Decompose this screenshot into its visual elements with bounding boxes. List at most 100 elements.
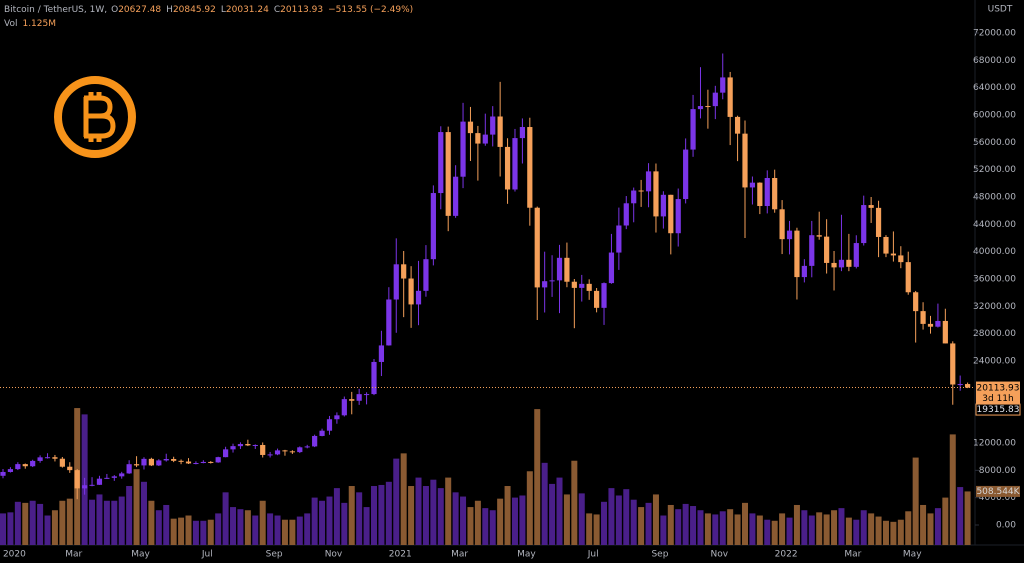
- volume-bar: [474, 500, 481, 545]
- candle-body: [52, 457, 58, 459]
- volume-bar: [823, 514, 830, 545]
- candle-body: [734, 116, 741, 134]
- candle-body: [519, 127, 525, 139]
- volume-bar: [742, 502, 748, 545]
- volume-bar: [875, 516, 882, 545]
- volume-bar: [29, 500, 36, 545]
- candle-body: [22, 464, 28, 467]
- candle-body: [965, 384, 971, 388]
- candle-body: [720, 77, 726, 93]
- volume-bar: [44, 515, 51, 545]
- candle-body: [898, 255, 904, 263]
- bitcoin-logo: [54, 76, 136, 158]
- x-tick-label: Sep: [651, 550, 668, 560]
- volume-bar: [341, 502, 348, 545]
- volume-bar: [764, 519, 771, 545]
- volume-bar: [333, 488, 340, 545]
- candle-body: [913, 292, 919, 312]
- volume-bar: [786, 517, 793, 545]
- volume-bar: [422, 486, 429, 545]
- volume-bar: [504, 486, 511, 545]
- y-tick-label: 12000.00: [973, 439, 1016, 449]
- volume-bar: [37, 503, 44, 545]
- candle-body: [245, 444, 251, 446]
- candle-body: [200, 461, 206, 464]
- candle-body: [96, 478, 103, 485]
- candle-body: [957, 384, 963, 386]
- candle-body: [608, 252, 615, 284]
- x-tick-label: Jul: [587, 550, 599, 560]
- candle-body: [178, 460, 184, 462]
- volume-bar: [727, 509, 734, 545]
- candle-body: [349, 399, 355, 401]
- volume-bar: [111, 500, 118, 545]
- candle-body: [890, 253, 896, 256]
- x-tick-label: 2020: [3, 550, 26, 560]
- volume-bar: [118, 496, 125, 545]
- volume-bar: [66, 498, 73, 545]
- candle-body: [861, 205, 867, 244]
- volume-bar: [59, 500, 66, 545]
- y-tick-label: 0.00: [996, 521, 1016, 531]
- volume-bar: [0, 513, 6, 545]
- ohlc-value: 20113.93: [280, 5, 323, 15]
- volume-bar: [690, 506, 697, 545]
- volume-bar: [311, 497, 318, 545]
- volume-bar: [378, 484, 385, 545]
- candle-body: [341, 399, 347, 416]
- candle-body: [326, 419, 333, 431]
- volume-bar: [155, 510, 162, 545]
- candle-body: [794, 230, 800, 278]
- volume-bar: [304, 513, 311, 545]
- x-tick-label: Nov: [711, 550, 729, 560]
- y-tick-label: 68000.00: [973, 56, 1016, 66]
- volume-bar: [408, 486, 415, 545]
- candle-body: [7, 469, 14, 472]
- y-tick-label: 44000.00: [973, 220, 1016, 230]
- volume-bar: [371, 486, 377, 545]
- candle-body: [59, 458, 65, 467]
- volume-bar: [289, 519, 296, 545]
- candle-body: [482, 134, 488, 144]
- volume-bar: [185, 515, 192, 545]
- candle-body: [504, 146, 511, 190]
- volume-bar: [103, 500, 110, 545]
- candle-body: [141, 458, 147, 466]
- candle-body: [660, 194, 666, 217]
- volume-bar: [586, 513, 593, 545]
- volume-bar: [430, 479, 437, 545]
- volume-bar: [712, 514, 719, 545]
- volume-bar: [719, 511, 726, 545]
- candle-body: [304, 446, 310, 448]
- volume-bar: [630, 499, 637, 545]
- volume-bar: [244, 510, 251, 545]
- header: Bitcoin / TetherUS, 1W, O20627.48 H20845.9…: [4, 5, 413, 15]
- x-tick-label: Mar: [451, 550, 468, 560]
- candle-body: [801, 265, 807, 278]
- volume-bar: [905, 511, 912, 545]
- candle-body: [616, 225, 622, 253]
- volume-bar: [608, 488, 615, 545]
- candle-body: [44, 457, 51, 459]
- last-price-label: 20113.93: [977, 384, 1020, 394]
- volume-bar: [675, 509, 682, 545]
- candle-body: [148, 458, 154, 466]
- volume-bar: [385, 481, 392, 545]
- candle-body: [378, 345, 385, 362]
- candle-body: [779, 209, 785, 240]
- candle-body: [408, 278, 414, 305]
- volume-bar: [571, 460, 578, 545]
- x-tick-label: Mar: [65, 550, 82, 560]
- volume-bar: [267, 513, 274, 545]
- volume-bar: [140, 481, 147, 545]
- volume-bar: [482, 508, 489, 545]
- volume-bar: [816, 512, 823, 545]
- volume-bar: [831, 510, 838, 545]
- candle-body: [601, 283, 607, 308]
- volume-bar: [133, 469, 140, 545]
- candle-body: [927, 323, 934, 327]
- candle-body: [467, 121, 474, 134]
- volume-bar: [400, 453, 407, 545]
